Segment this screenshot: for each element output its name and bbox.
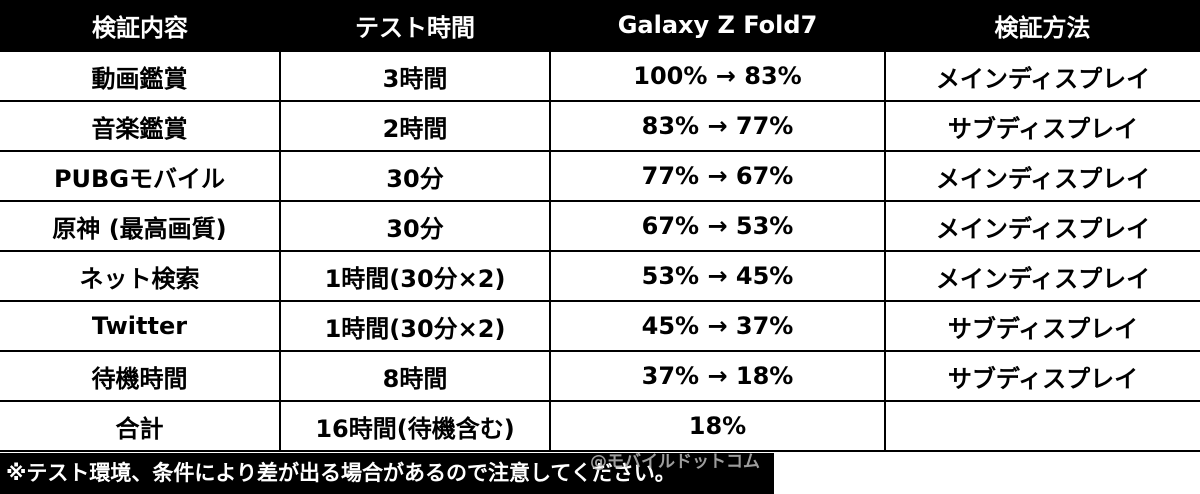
table-row: 音楽鑑賞 2時間 83% → 77% サブディスプレイ xyxy=(0,100,1200,152)
table-header: 検証内容 テスト時間 Galaxy Z Fold7 検証方法 xyxy=(0,0,1200,51)
cell-test-content: ネット検索 xyxy=(0,250,281,302)
cell-test-time: 2時間 xyxy=(279,100,551,152)
cell-test-time: 30分 xyxy=(279,150,551,202)
cell-test-method: メインディスプレイ xyxy=(884,50,1200,102)
cell-test-method: サブディスプレイ xyxy=(884,350,1200,402)
header-test-time: テスト時間 xyxy=(280,0,550,51)
cell-test-time: 3時間 xyxy=(279,50,551,102)
header-test-method: 検証方法 xyxy=(885,0,1200,51)
cell-test-content: PUBGモバイル xyxy=(0,150,281,202)
cell-test-time: 30分 xyxy=(279,200,551,252)
cell-battery-change: 45% → 37% xyxy=(549,300,886,352)
cell-test-content: Twitter xyxy=(0,300,281,352)
cell-test-content: 動画鑑賞 xyxy=(0,50,281,102)
cell-battery-change: 100% → 83% xyxy=(549,50,886,102)
header-row: 検証内容 テスト時間 Galaxy Z Fold7 検証方法 xyxy=(0,0,1200,51)
cell-test-time: 8時間 xyxy=(279,350,551,402)
cell-test-method: メインディスプレイ xyxy=(884,200,1200,252)
table-row: 動画鑑賞 3時間 100% → 83% メインディスプレイ xyxy=(0,50,1200,102)
header-test-content: 検証内容 xyxy=(0,0,280,51)
table-row-total: 合計 16時間(待機含む) 18% xyxy=(0,400,1200,452)
cell-test-method: メインディスプレイ xyxy=(884,250,1200,302)
cell-test-time: 1時間(30分×2) xyxy=(279,300,551,352)
cell-battery-change: 37% → 18% xyxy=(549,350,886,402)
cell-total-method xyxy=(884,400,1200,452)
cell-battery-change: 67% → 53% xyxy=(549,200,886,252)
table-row: ネット検索 1時間(30分×2) 53% → 45% メインディスプレイ xyxy=(0,250,1200,302)
cell-test-method: サブディスプレイ xyxy=(884,100,1200,152)
table-row: 原神 (最高画質) 30分 67% → 53% メインディスプレイ xyxy=(0,200,1200,252)
cell-test-content: 原神 (最高画質) xyxy=(0,200,281,252)
cell-total-label: 合計 xyxy=(0,400,281,452)
cell-test-method: サブディスプレイ xyxy=(884,300,1200,352)
table-body: 動画鑑賞 3時間 100% → 83% メインディスプレイ 音楽鑑賞 2時間 8… xyxy=(0,50,1200,452)
table-row: 待機時間 8時間 37% → 18% サブディスプレイ xyxy=(0,350,1200,402)
cell-battery-change: 83% → 77% xyxy=(549,100,886,152)
cell-total-time: 16時間(待機含む) xyxy=(279,400,551,452)
table-row: PUBGモバイル 30分 77% → 67% メインディスプレイ xyxy=(0,150,1200,202)
cell-battery-change: 77% → 67% xyxy=(549,150,886,202)
cell-total-battery: 18% xyxy=(549,400,886,452)
header-device: Galaxy Z Fold7 xyxy=(550,0,885,51)
battery-test-table: 検証内容 テスト時間 Galaxy Z Fold7 検証方法 動画鑑賞 3時間 … xyxy=(0,0,1200,452)
disclaimer-note: ※テスト環境、条件により差が出る場合があるので注意してください。 xyxy=(0,453,774,494)
cell-battery-change: 53% → 45% xyxy=(549,250,886,302)
cell-test-content: 音楽鑑賞 xyxy=(0,100,281,152)
cell-test-content: 待機時間 xyxy=(0,350,281,402)
cell-test-method: メインディスプレイ xyxy=(884,150,1200,202)
table-row: Twitter 1時間(30分×2) 45% → 37% サブディスプレイ xyxy=(0,300,1200,352)
cell-test-time: 1時間(30分×2) xyxy=(279,250,551,302)
